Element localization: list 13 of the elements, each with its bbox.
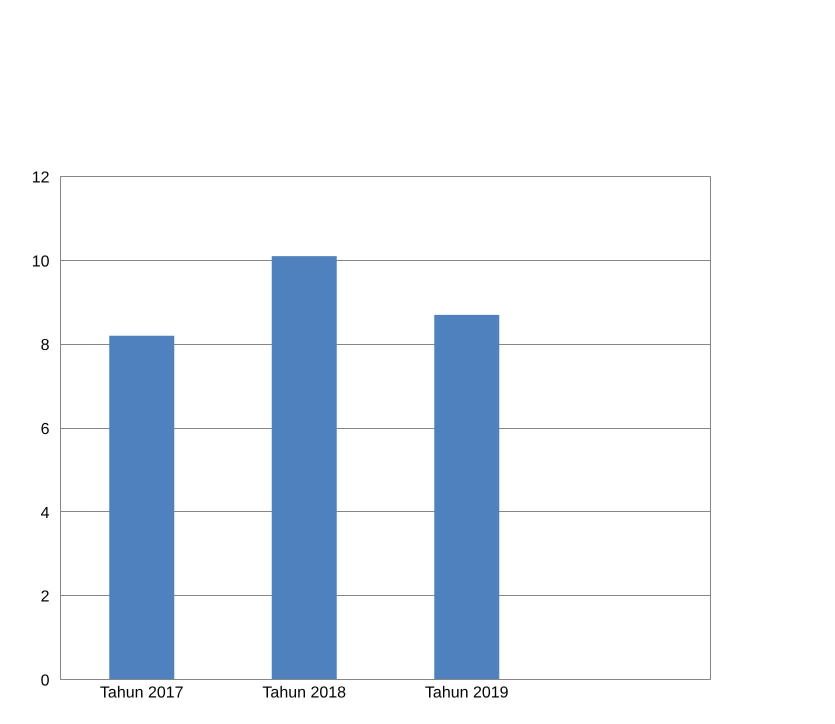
x-tick-label: Tahun 2017 — [100, 684, 184, 702]
y-tick-label: 10 — [32, 253, 50, 270]
bar — [109, 336, 174, 680]
y-tick-label: 4 — [40, 504, 50, 522]
y-tick-label: 12 — [32, 170, 50, 186]
y-tick-label: 8 — [40, 337, 50, 354]
y-tick-label: 6 — [40, 421, 50, 438]
bar — [272, 256, 337, 680]
x-tick-label: Tahun 2018 — [262, 684, 346, 702]
y-tick-label: 2 — [40, 588, 50, 606]
x-tick-label: Tahun 2019 — [424, 684, 509, 702]
bar — [434, 314, 500, 680]
y-tick-label: 0 — [40, 672, 50, 690]
